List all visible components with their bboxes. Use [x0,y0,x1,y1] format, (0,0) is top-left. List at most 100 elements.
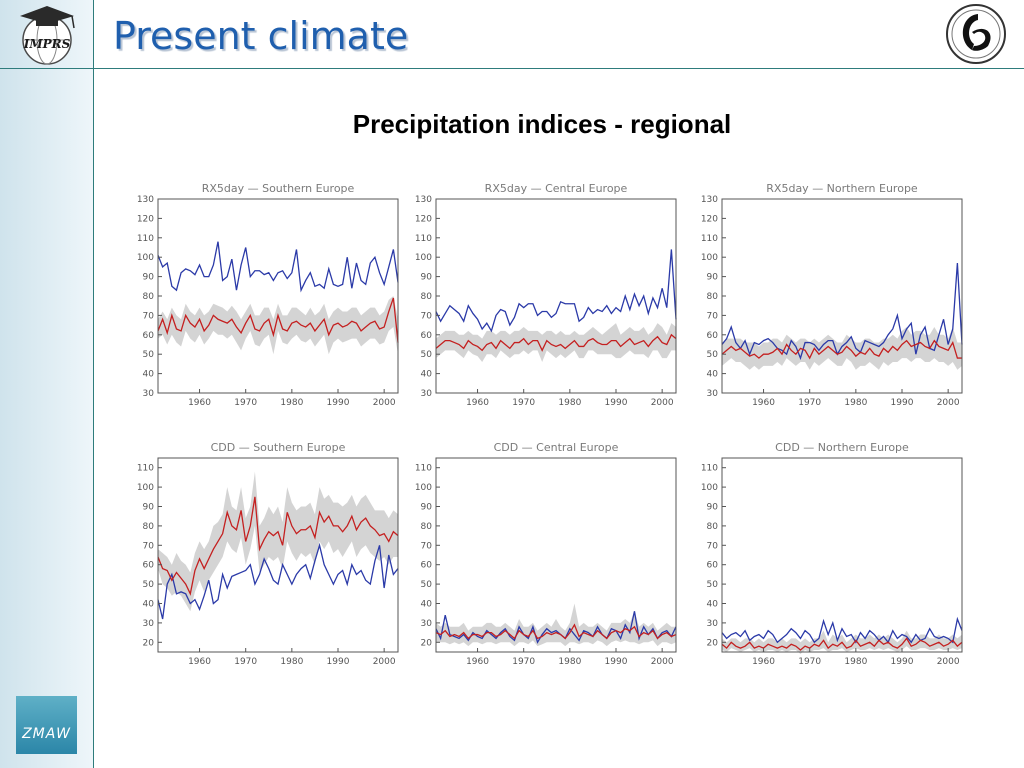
spread-band [158,296,398,355]
y-tick-label: 90 [143,503,155,513]
red-series-line [435,333,677,352]
zmaw-logo-text: ZMAW [22,726,71,742]
blue-series-line [435,249,677,333]
chart-panel-4: CDD — Southern Europe 20 30 40 50 60 70 80 90 100… [137,441,399,667]
y-tick-label: 40 [707,600,719,610]
y-tick-label: 60 [707,561,719,571]
y-tick-label: 50 [707,580,719,590]
x-tick-label: 1960 [188,398,211,408]
y-tick-label: 70 [143,311,155,321]
plot-frame [435,198,677,394]
x-tick-label: 1970 [234,657,257,667]
y-tick-label: 80 [707,522,719,532]
y-tick-label: 50 [143,580,155,590]
red-series-line [721,637,963,651]
blue-series-line [721,262,963,361]
x-tick-label: 1980 [844,657,867,667]
spread-band [436,323,676,362]
y-tick-label: 90 [707,503,719,513]
y-tick-label: 20 [143,638,155,648]
x-tick-label: 1970 [798,398,821,408]
x-tick-label: 1980 [280,657,303,667]
x-tick-label: 1970 [798,657,821,667]
y-tick-label: 130 [701,195,718,205]
chart-panel-3: RX5day — Northern Europe 30 40 50 60 70 80 90 10… [701,182,963,408]
spread-band [436,603,676,647]
y-tick-label: 110 [137,234,154,244]
y-tick-label: 80 [421,292,433,302]
slide-subtitle: Precipitation indices - regional [352,109,732,139]
x-tick-label: 1960 [188,657,211,667]
y-tick-label: 100 [415,253,432,263]
y-tick-label: 110 [701,464,718,474]
y-tick-label: 30 [143,619,155,629]
x-tick-label: 1990 [891,398,914,408]
y-tick-label: 20 [421,638,433,648]
y-tick-label: 110 [415,234,432,244]
blue-series-line [721,616,963,644]
zmaw-logo: ZMAW [16,696,77,754]
y-tick-label: 60 [421,561,433,571]
y-tick-label: 30 [143,389,155,399]
blue-series-line [157,241,399,293]
institute-logo [946,4,1006,64]
y-tick-label: 110 [415,464,432,474]
x-tick-label: 1960 [752,398,775,408]
x-tick-label: 1960 [752,657,775,667]
y-tick-label: 80 [707,292,719,302]
y-tick-label: 40 [143,370,155,380]
y-tick-label: 40 [707,370,719,380]
y-tick-label: 40 [421,370,433,380]
y-tick-label: 30 [707,389,719,399]
red-series-line [157,297,399,343]
y-tick-label: 80 [143,522,155,532]
x-tick-label: 2000 [651,398,674,408]
y-tick-label: 70 [421,311,433,321]
header-divider [0,68,1024,69]
y-tick-label: 100 [137,253,154,263]
x-tick-label: 1960 [466,657,489,667]
y-tick-label: 30 [421,619,433,629]
chart-title: CDD — Northern Europe [775,441,909,454]
x-tick-label: 2000 [373,398,396,408]
y-tick-label: 130 [415,195,432,205]
y-tick-label: 90 [421,273,433,283]
plot-frame [435,457,677,653]
x-tick-label: 1980 [558,657,581,667]
red-series-line [157,496,399,596]
y-tick-label: 80 [143,292,155,302]
x-tick-label: 2000 [651,657,674,667]
slide-title: Present climate [113,14,409,58]
chart-title: RX5day — Southern Europe [202,182,355,195]
plot-frame [157,198,399,394]
x-tick-label: 1970 [234,398,257,408]
y-tick-label: 60 [421,331,433,341]
chart-title: RX5day — Central Europe [485,182,628,195]
y-tick-label: 50 [421,580,433,590]
y-tick-label: 30 [421,389,433,399]
y-tick-label: 120 [701,214,718,224]
y-tick-label: 80 [421,522,433,532]
y-tick-label: 90 [707,273,719,283]
y-tick-label: 110 [701,234,718,244]
x-tick-label: 1980 [558,398,581,408]
spread-band [158,471,398,612]
y-tick-label: 90 [143,273,155,283]
y-tick-label: 120 [137,214,154,224]
y-tick-label: 70 [707,541,719,551]
x-tick-label: 1980 [844,398,867,408]
x-tick-label: 1970 [512,398,535,408]
y-tick-label: 100 [137,483,154,493]
chart-title: RX5day — Northern Europe [766,182,918,195]
x-tick-label: 1970 [512,657,535,667]
y-tick-label: 110 [137,464,154,474]
y-tick-label: 70 [143,541,155,551]
plot-frame [157,457,399,653]
y-tick-label: 60 [707,331,719,341]
red-series-line [721,339,962,360]
y-tick-label: 70 [421,541,433,551]
y-tick-label: 40 [143,600,155,610]
blue-series-line [157,542,399,620]
x-tick-label: 1980 [280,398,303,408]
